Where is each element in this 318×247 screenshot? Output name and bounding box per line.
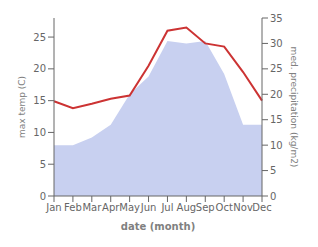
svg-text:Aug: Aug [177, 202, 197, 213]
svg-text:Nov: Nov [233, 202, 253, 213]
svg-text:10: 10 [270, 140, 283, 151]
svg-text:15: 15 [33, 95, 46, 106]
svg-text:30: 30 [270, 38, 283, 49]
svg-text:med. precipitation (kg/m2): med. precipitation (kg/m2) [289, 47, 299, 168]
svg-text:10: 10 [33, 127, 46, 138]
svg-text:5: 5 [270, 165, 276, 176]
svg-text:Apr: Apr [102, 202, 120, 213]
svg-text:Oct: Oct [216, 202, 233, 213]
svg-text:Jan: Jan [45, 202, 61, 213]
svg-text:Mar: Mar [82, 202, 102, 213]
svg-text:35: 35 [270, 13, 283, 24]
svg-text:date (month): date (month) [121, 221, 195, 232]
svg-text:20: 20 [270, 89, 283, 100]
svg-text:max temp (C): max temp (C) [17, 76, 27, 138]
svg-text:May: May [119, 202, 140, 213]
svg-text:0: 0 [40, 191, 46, 202]
svg-text:0: 0 [270, 191, 276, 202]
svg-text:25: 25 [33, 32, 46, 43]
svg-text:5: 5 [40, 159, 46, 170]
svg-text:20: 20 [33, 63, 46, 74]
svg-text:Jul: Jul [160, 202, 173, 213]
svg-text:15: 15 [270, 114, 283, 125]
svg-text:Sep: Sep [196, 202, 215, 213]
svg-text:Dec: Dec [252, 202, 271, 213]
svg-text:Jun: Jun [140, 202, 157, 213]
svg-text:Feb: Feb [64, 202, 82, 213]
svg-text:25: 25 [270, 63, 283, 74]
